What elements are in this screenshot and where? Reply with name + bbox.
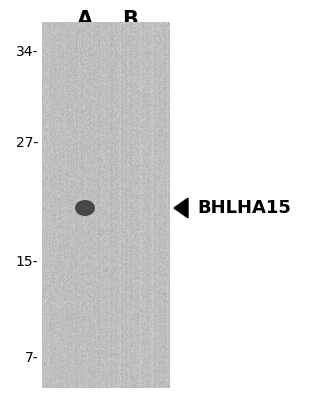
Text: BHLHA15: BHLHA15 [197,199,291,217]
Text: 15-: 15- [16,255,38,269]
Ellipse shape [75,200,95,216]
Text: 34-: 34- [16,45,38,59]
Polygon shape [174,198,188,218]
Text: 27-: 27- [16,136,38,150]
Text: 7-: 7- [24,351,38,365]
Text: B: B [122,10,138,30]
Text: A: A [77,10,93,30]
